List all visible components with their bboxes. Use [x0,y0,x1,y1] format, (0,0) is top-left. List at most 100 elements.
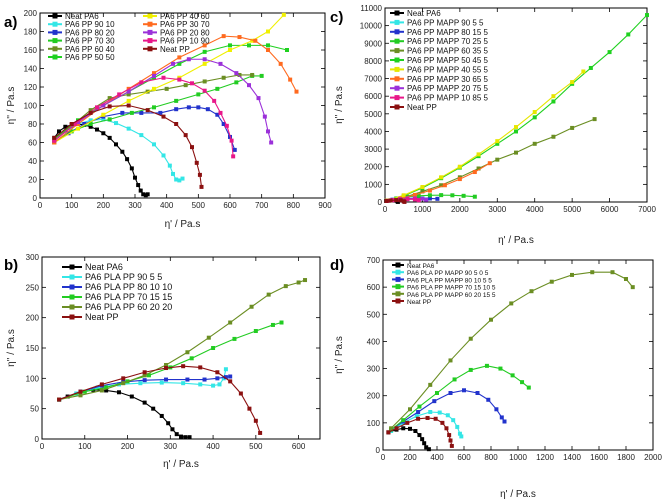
data-point [442,183,447,188]
data-point [514,125,518,130]
data-point [202,43,207,48]
data-point [202,79,207,84]
data-point [433,416,438,421]
data-point [270,322,275,327]
legend-entry: PA6 PLA PP 90 5 5 [85,272,162,282]
data-point [624,277,628,281]
data-point [174,98,179,103]
data-point [142,373,147,378]
data-point [588,65,593,70]
y-tick-label: 400 [367,337,381,346]
legend-swatch-marker [395,276,401,282]
y-axis-label: η'' / Pa.s [6,87,17,125]
data-point [171,61,175,66]
y-axis-label: η'' / Pa.s [334,336,345,374]
y-tick-label: 200 [24,9,38,18]
data-point [389,426,394,431]
legend-entry: Neat PA6 [85,262,123,272]
data-point [202,57,207,62]
data-point [401,418,406,423]
x-tick-label: 1000 [414,205,432,214]
data-point [69,129,74,134]
data-point [161,153,166,158]
data-point [420,189,425,194]
data-point [146,373,151,378]
data-point [126,126,131,131]
data-point [408,426,412,431]
data-point [120,149,125,154]
data-point [72,122,77,126]
legend-swatch-marker [147,13,153,19]
data-point [228,320,233,325]
data-point [234,80,239,85]
data-point [416,410,421,414]
y-tick-label: 60 [28,139,37,148]
legend-entry: PA6 PP MAPP 60 35 5 [407,47,488,56]
legend-entry: PA6 PP 60 40 [65,45,115,54]
data-point [228,48,232,52]
data-point [129,166,134,171]
x-tick-label: 0 [381,453,386,462]
legend-entry: Neat PA6 [407,9,441,18]
y-tick-label: 100 [24,102,38,111]
data-point [116,390,121,395]
data-point [259,73,264,78]
legend-swatch-marker [395,284,401,290]
data-point [186,105,191,110]
data-point [425,415,430,420]
data-point [420,437,425,442]
data-point [161,75,166,80]
x-tick-label: 1400 [563,453,581,462]
data-point [448,358,453,363]
data-point [570,272,574,277]
data-point [452,377,457,382]
data-point [237,35,242,40]
series-line [58,365,261,434]
data-point [198,365,203,370]
data-point [166,421,171,426]
data-point [183,133,188,138]
data-point [424,445,429,450]
data-point [196,92,201,97]
data-point [185,350,190,355]
data-point [384,198,389,203]
series-pa6-pp-70-30 [52,73,264,145]
data-point [228,374,233,379]
data-point [437,410,442,415]
data-point [164,86,169,91]
series-pa6-pla-pp-mapp-60-20-15-5 [389,270,635,431]
legend-swatch-marker [394,95,400,101]
data-point [514,150,518,155]
series-line [386,162,491,202]
legend-entry: Neat PP [407,103,437,112]
legend-swatch-marker [395,262,401,268]
data-point [489,317,493,322]
x-tick-label: 800 [484,453,498,462]
data-point [249,304,254,309]
data-point [457,431,462,436]
data-point [183,83,188,88]
x-tick-label: 300 [128,201,142,210]
y-tick-label: 700 [367,256,381,265]
y-tick-label: 50 [30,405,39,414]
x-tick-label: 900 [318,201,332,210]
series-line [390,411,462,437]
series-line [386,71,584,202]
data-point [174,122,179,126]
x-tick-label: 0 [38,201,43,210]
data-point [114,142,118,147]
series-line [53,77,234,157]
data-point [590,270,595,275]
y-tick-label: 150 [26,344,40,353]
y-tick-label: 10000 [360,22,383,31]
data-point [427,188,432,193]
data-point [468,336,473,341]
legend-swatch-marker [52,29,58,35]
legend-swatch-marker [394,57,400,63]
legend-swatch-marker [395,298,401,304]
data-point [221,376,226,381]
data-point [215,370,220,375]
